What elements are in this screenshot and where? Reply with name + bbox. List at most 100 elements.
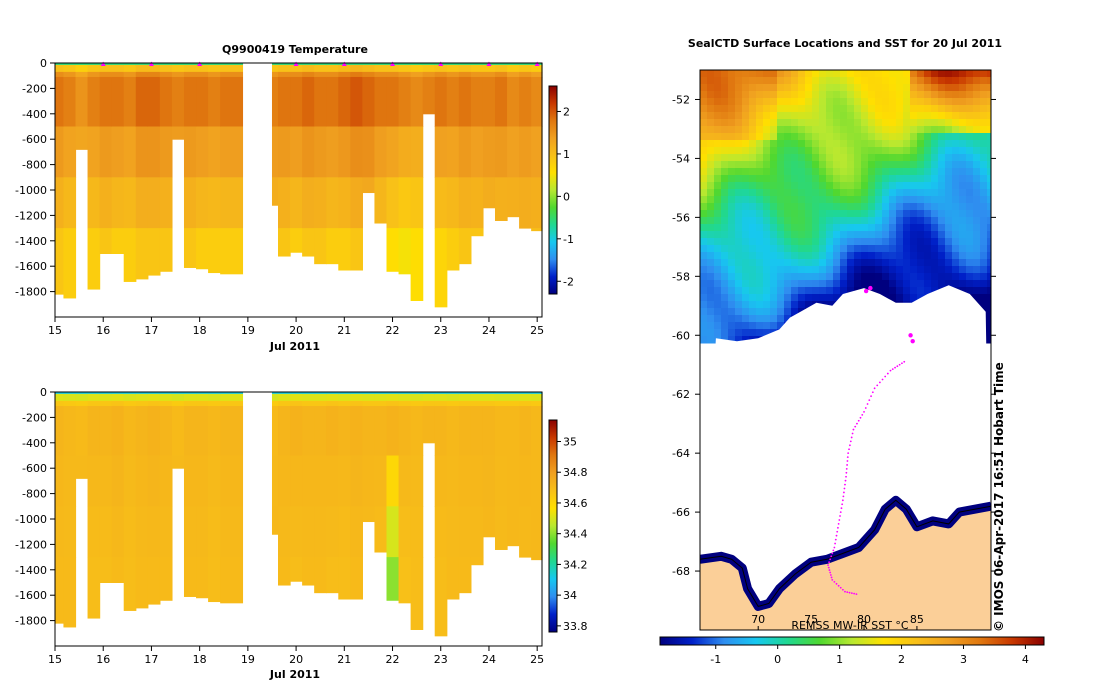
sst-cell — [826, 105, 834, 113]
section-cell — [63, 63, 77, 66]
sst-cell — [938, 168, 946, 176]
sst-cell — [931, 238, 939, 246]
section-cell — [278, 76, 291, 127]
sst-cell — [938, 119, 946, 127]
sst-cell — [798, 203, 806, 211]
sst-cell — [924, 154, 932, 162]
sst-cell — [756, 287, 764, 295]
temperature-x-label: Jul 2011 — [269, 340, 320, 353]
sst-cell — [749, 147, 757, 155]
sst-cell — [931, 77, 939, 85]
sst-cell — [987, 308, 991, 316]
sst-cell — [854, 238, 862, 246]
sst-cell — [987, 329, 991, 337]
sst-cell — [749, 203, 757, 211]
sst-cell — [721, 147, 729, 155]
section-cell — [326, 177, 339, 229]
sst-cell — [805, 105, 813, 113]
sst-cell — [980, 224, 988, 232]
sst-cell — [819, 273, 827, 281]
sst-cell — [728, 203, 736, 211]
sst-cell — [910, 147, 918, 155]
section-cell — [302, 405, 315, 456]
sst-cell — [973, 77, 981, 85]
sst-cell — [987, 238, 991, 246]
sst-cell — [756, 84, 764, 92]
sst-cell — [700, 119, 708, 127]
section-cell — [422, 71, 436, 78]
sst-cell — [903, 182, 911, 190]
sst-cell — [882, 168, 890, 176]
sst-cell — [742, 119, 750, 127]
sst-cell — [798, 119, 806, 127]
sst-cell — [847, 77, 855, 85]
section-cell — [208, 557, 221, 603]
sst-cell — [784, 259, 792, 267]
section-cell — [470, 455, 484, 507]
sst-cell — [980, 112, 988, 120]
sst-cell — [882, 280, 890, 288]
y-tick-label: -400 — [22, 437, 47, 450]
sst-cell — [700, 266, 708, 274]
sst-cell — [770, 315, 778, 323]
sst-cell — [868, 70, 876, 78]
sst-cell — [910, 231, 918, 239]
x-tick-label: 18 — [193, 653, 207, 666]
section-cell — [410, 400, 424, 407]
section-cell — [531, 64, 543, 73]
sst-cell — [798, 217, 806, 225]
sst-cell — [791, 301, 799, 309]
sst-cell — [896, 238, 904, 246]
sst-cell — [924, 224, 932, 232]
sst-cell — [910, 259, 918, 267]
sst-cell — [973, 112, 981, 120]
section-cell — [458, 400, 472, 407]
sst-cell — [784, 147, 792, 155]
sst-cell — [840, 203, 848, 211]
sst-cell — [833, 133, 841, 141]
x-tick-label: 23 — [434, 653, 448, 666]
sst-cell — [945, 266, 953, 274]
sst-cell — [889, 238, 897, 246]
sst-cell — [756, 161, 764, 169]
section-cell — [374, 393, 388, 402]
sst-cell — [777, 133, 785, 141]
sst-cell — [826, 224, 834, 232]
sst-cell — [770, 126, 778, 134]
sst-cell — [931, 133, 939, 141]
section-cell — [314, 177, 327, 229]
section-cell — [482, 177, 496, 209]
sst-cell — [840, 70, 848, 78]
sst-cell — [980, 133, 988, 141]
track-point — [878, 381, 881, 384]
sst-cell — [924, 126, 932, 134]
sst-cell — [728, 259, 736, 267]
sst-cell — [833, 161, 841, 169]
section-cell — [434, 64, 448, 73]
sst-cell — [875, 189, 883, 197]
sst-cell — [756, 168, 764, 176]
section-cell — [338, 228, 351, 271]
x-tick-label: 16 — [96, 324, 110, 337]
section-cell — [99, 400, 113, 407]
sst-cell — [889, 140, 897, 148]
sst-cell — [742, 259, 750, 267]
sst-cell — [980, 301, 988, 309]
sst-cell — [826, 210, 834, 218]
sst-cell — [959, 252, 967, 260]
sst-cell — [952, 245, 960, 253]
sst-cell — [980, 280, 988, 288]
sst-cell — [938, 266, 946, 274]
sst-cell — [847, 140, 855, 148]
sst-cell — [728, 161, 736, 169]
sst-cell — [784, 161, 792, 169]
track-point — [881, 378, 884, 381]
sst-cell — [812, 140, 820, 148]
track-point — [901, 362, 903, 365]
sst-cell — [756, 294, 764, 302]
sst-cell — [980, 252, 988, 260]
sst-cell — [770, 266, 778, 274]
sst-cell — [700, 140, 708, 148]
sst-cell — [749, 77, 757, 85]
sst-cell — [770, 140, 778, 148]
